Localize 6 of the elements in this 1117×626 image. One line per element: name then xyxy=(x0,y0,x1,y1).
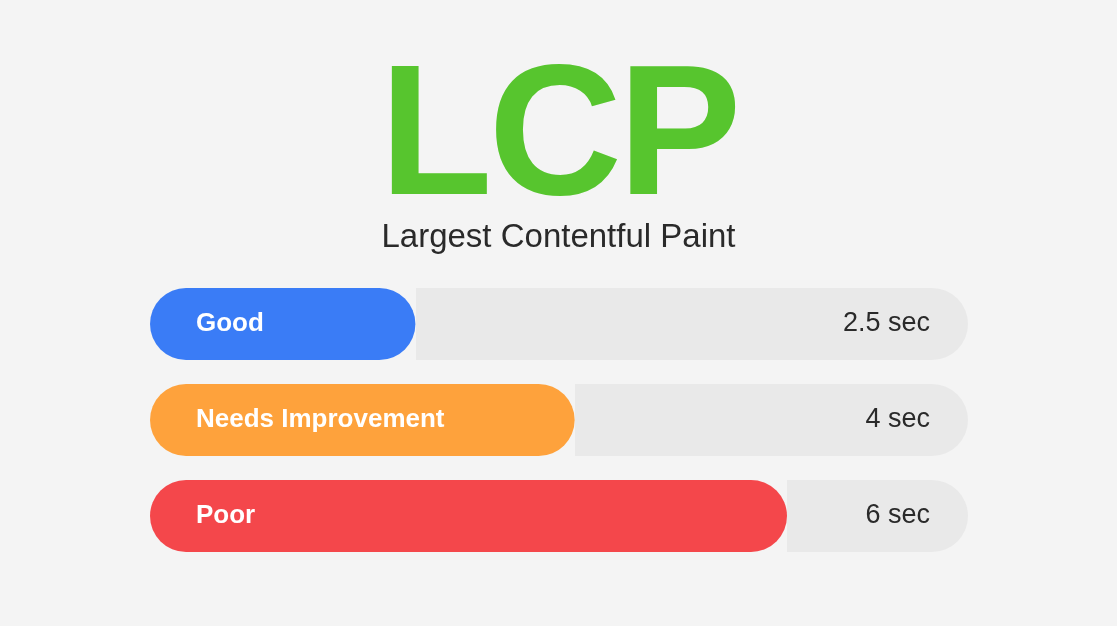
data-label: 6 sec xyxy=(865,499,930,530)
data-label: 4 sec xyxy=(865,403,930,434)
data-label: 2.5 sec xyxy=(842,307,930,338)
y-tick-label: Poor xyxy=(196,499,256,530)
y-tick-label: Good xyxy=(196,307,264,338)
y-tick-label: Needs Improvement xyxy=(196,403,445,434)
